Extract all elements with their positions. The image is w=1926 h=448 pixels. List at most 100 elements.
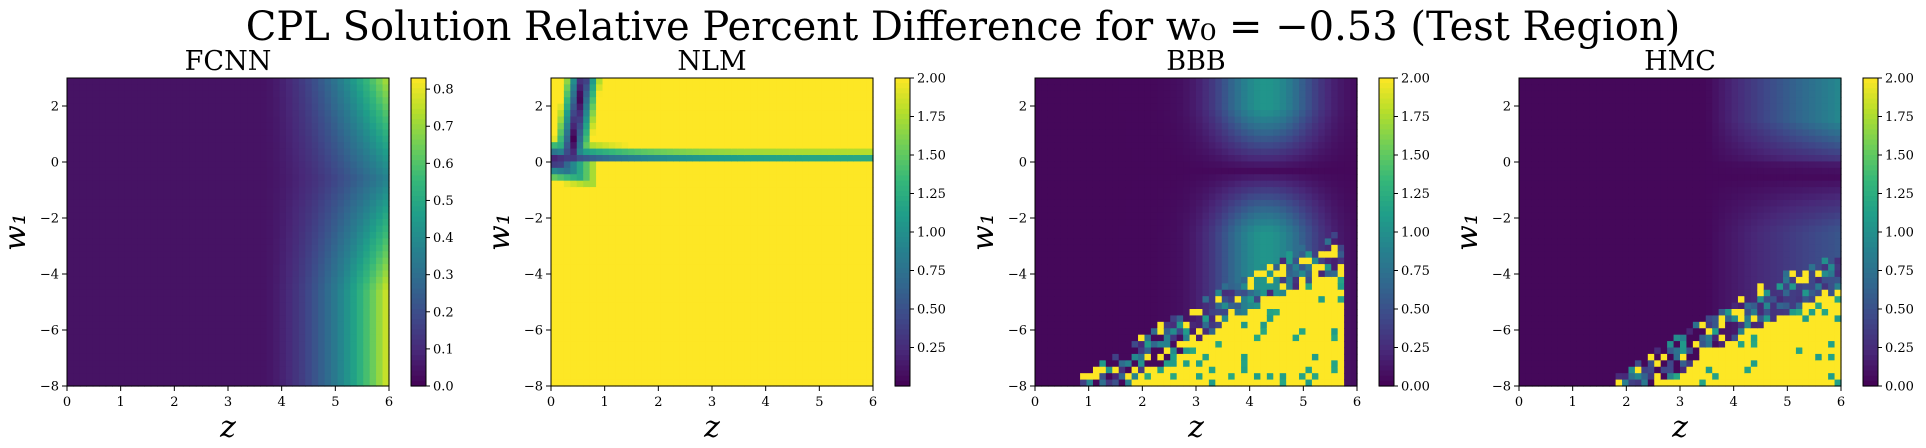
heatmap-cell <box>840 155 848 163</box>
heatmap-cell <box>292 353 300 361</box>
heatmap-cell <box>273 379 281 387</box>
heatmap-cell <box>92 174 100 182</box>
heatmap-cell <box>744 373 752 381</box>
heatmap-cell <box>131 116 139 124</box>
heatmap-cell <box>150 110 158 118</box>
heatmap-cell <box>279 219 287 227</box>
heatmap-cell <box>163 155 171 163</box>
heatmap-cell <box>350 264 358 272</box>
heatmap-cell <box>318 309 326 317</box>
heatmap-cell <box>67 155 75 163</box>
colorbar-swatch <box>895 83 910 89</box>
heatmap-cell <box>634 302 642 310</box>
heatmap-cell <box>769 206 777 214</box>
heatmap-cell <box>802 174 810 182</box>
heatmap-cell <box>634 97 642 105</box>
heatmap-cell <box>634 328 642 336</box>
heatmap-cell <box>118 328 126 336</box>
heatmap-cell <box>157 341 165 349</box>
heatmap-cell <box>369 341 377 349</box>
heatmap-cell <box>67 90 75 98</box>
heatmap-cell <box>634 103 642 111</box>
heatmap-cell <box>79 142 87 150</box>
heatmap-cell <box>124 78 132 86</box>
heatmap-cell <box>834 167 842 175</box>
heatmap-cell <box>763 264 771 272</box>
heatmap-cell <box>285 232 293 240</box>
heatmap-cell <box>737 283 745 291</box>
heatmap-cell <box>298 90 306 98</box>
heatmap-cell <box>221 360 229 368</box>
heatmap-cell <box>563 309 571 317</box>
heatmap-cell <box>279 321 287 329</box>
colorbar-swatch <box>895 190 910 197</box>
heatmap-cell <box>699 129 707 137</box>
heatmap-cell <box>789 129 797 137</box>
heatmap-cell <box>866 174 874 182</box>
heatmap-cell <box>369 142 377 150</box>
heatmap-cell <box>73 103 81 111</box>
heatmap-cell <box>208 232 216 240</box>
heatmap-cell <box>73 212 81 220</box>
heatmap-cell <box>551 244 559 252</box>
heatmap-cell <box>557 232 565 240</box>
heatmap-cell <box>815 225 823 233</box>
heatmap-cell <box>266 296 274 304</box>
heatmap-cell <box>705 347 713 355</box>
heatmap-cell <box>596 122 604 130</box>
heatmap-cell <box>570 90 578 98</box>
heatmap-cell <box>860 321 868 329</box>
heatmap-cell <box>660 251 668 259</box>
heatmap-cell <box>666 309 674 317</box>
heatmap-cell <box>808 270 816 278</box>
heatmap-cell <box>92 167 100 175</box>
heatmap-cell <box>228 309 236 317</box>
heatmap-cell <box>654 97 662 105</box>
heatmap-cell <box>834 341 842 349</box>
heatmap-cell <box>808 187 816 195</box>
heatmap-cell <box>189 270 197 278</box>
heatmap-cell <box>279 180 287 188</box>
heatmap-cell <box>311 187 319 195</box>
heatmap-cell <box>570 232 578 240</box>
heatmap-cell <box>118 174 126 182</box>
heatmap-cell <box>757 353 765 361</box>
heatmap-cell <box>757 225 765 233</box>
heatmap-cell <box>570 257 578 265</box>
heatmap-cell <box>673 328 681 336</box>
heatmap-cell <box>821 289 829 297</box>
heatmap-cell <box>795 174 803 182</box>
heatmap-cell <box>699 84 707 92</box>
heatmap-cell <box>124 238 132 246</box>
heatmap-cell <box>621 180 629 188</box>
heatmap-cell <box>105 334 113 342</box>
heatmap-cell <box>866 84 874 92</box>
heatmap-cell <box>260 212 268 220</box>
heatmap-cell <box>189 84 197 92</box>
heatmap-cell <box>170 251 178 259</box>
heatmap-cell <box>112 296 120 304</box>
heatmap-cell <box>660 321 668 329</box>
heatmap-cell <box>840 174 848 182</box>
heatmap-cell <box>247 129 255 137</box>
heatmap-cell <box>660 270 668 278</box>
heatmap-cell <box>182 341 190 349</box>
heatmap-cell <box>311 276 319 284</box>
heatmap-cell <box>253 302 261 310</box>
heatmap-cell <box>176 244 184 252</box>
heatmap-cell <box>615 84 623 92</box>
heatmap-cell <box>376 193 384 201</box>
heatmap-cell <box>228 135 236 143</box>
y-tick-label: −2 <box>524 212 543 227</box>
heatmap-cell <box>847 212 855 220</box>
heatmap-cell <box>866 110 874 118</box>
heatmap-cell <box>589 296 597 304</box>
heatmap-cell <box>240 328 248 336</box>
heatmap-cell <box>279 142 287 150</box>
heatmap-cell <box>305 206 313 214</box>
heatmap-cell <box>144 135 152 143</box>
heatmap-cell <box>621 84 629 92</box>
colorbar-swatch <box>895 309 910 315</box>
heatmap-cell <box>834 232 842 240</box>
heatmap-cell <box>363 219 371 227</box>
